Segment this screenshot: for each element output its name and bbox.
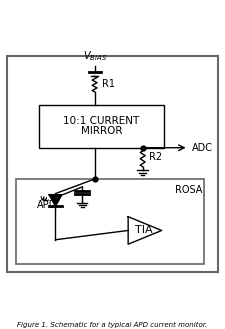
Text: R1: R1 — [102, 79, 115, 89]
Polygon shape — [49, 195, 62, 206]
FancyBboxPatch shape — [7, 56, 218, 272]
Text: APD: APD — [37, 200, 57, 210]
Text: ADC: ADC — [192, 143, 213, 153]
FancyBboxPatch shape — [16, 179, 204, 264]
FancyBboxPatch shape — [39, 105, 164, 148]
Text: R2: R2 — [149, 152, 162, 162]
Text: $V_{BIAS}$: $V_{BIAS}$ — [83, 49, 107, 63]
Text: TIA: TIA — [135, 225, 153, 236]
Text: 10:1 CURRENT: 10:1 CURRENT — [63, 116, 140, 126]
Text: ROSA: ROSA — [175, 185, 202, 195]
Text: MIRROR: MIRROR — [81, 126, 122, 136]
Text: Figure 1. Schematic for a typical APD current monitor.: Figure 1. Schematic for a typical APD cu… — [17, 322, 208, 328]
